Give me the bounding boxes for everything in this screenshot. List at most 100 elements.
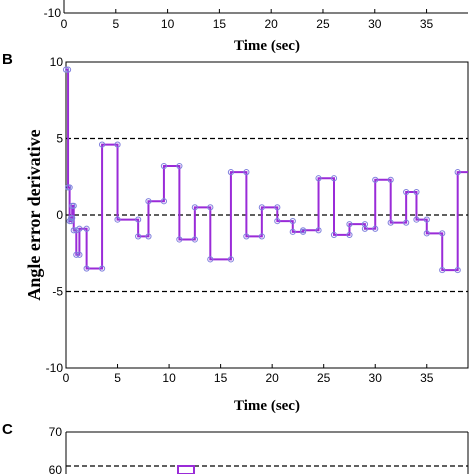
panel-b-data-point [207, 256, 214, 263]
panel-b-data-point [66, 184, 73, 191]
panel-b-data-point [176, 162, 183, 170]
panel-b-data-point [62, 66, 70, 73]
panel-b-series-markers [62, 66, 461, 274]
panel-b-letter: B [2, 51, 13, 68]
panel-a-x-tick-label: 5 [112, 17, 119, 31]
panel-b-data-point [387, 219, 394, 226]
panel-c: 70 60 [49, 425, 469, 474]
panel-b-data-point [135, 216, 142, 223]
panel-a: -10 0 5 10 15 20 25 30 35 Time (sec) [44, 0, 468, 54]
panel-b-data-point [176, 236, 183, 243]
panel-b-x-tick-label: 30 [369, 371, 383, 385]
panel-b-data-point [73, 227, 80, 234]
panel-b-data-point [403, 188, 410, 196]
panel-b-data-point [454, 169, 461, 176]
panel-b-x-ticks: 0 5 10 15 20 25 30 35 [63, 364, 434, 385]
panel-b-data-point [98, 141, 106, 148]
panel-b-y-tick-label: 0 [56, 208, 63, 222]
panel-b-data-point [423, 230, 430, 237]
panel-b-data-point [64, 66, 72, 73]
panel-b-y-tick-label: 5 [56, 132, 63, 146]
panel-b-data-point [227, 169, 235, 176]
panel-b-data-point [243, 169, 250, 176]
panel-b-data-point [454, 266, 461, 274]
panel-b-data-point [423, 216, 430, 223]
panel-b-data-point [191, 204, 198, 211]
panel-b-x-tick-label: 15 [214, 371, 228, 385]
panel-b-x-tick-label: 20 [265, 371, 279, 385]
panel-b-data-point [403, 219, 410, 226]
panel-b-data-point [413, 188, 420, 196]
panel-b-data-point [258, 233, 265, 240]
panel-b-data-point [70, 227, 77, 234]
panel-b-data-point [258, 204, 265, 211]
panel-b-data-point [207, 204, 214, 211]
panel-b-data-point [439, 266, 446, 274]
panel-b-x-tick-label: 25 [317, 371, 331, 385]
panel-b-x-tick-label: 35 [420, 371, 434, 385]
panel-b-data-point [361, 225, 369, 232]
panel-b-data-point [315, 175, 322, 182]
panel-b-y-tick-label: -10 [46, 361, 64, 375]
panel-b-data-point [439, 230, 446, 237]
panel-c-letter: C [2, 421, 13, 438]
panel-b-data-point [315, 227, 322, 234]
panel-b-data-point [274, 204, 281, 211]
panel-b-data-point [69, 214, 76, 222]
panel-b-data-point [361, 221, 369, 228]
panel-c-y-tick-label: 70 [49, 425, 63, 439]
panel-b-data-point [289, 228, 296, 235]
panel-b-reference-lines [66, 137, 468, 293]
panel-c-y-tick-label: 60 [49, 463, 63, 474]
panel-b-x-tick-label: 10 [162, 371, 176, 385]
panel-b-x-axis-label: Time (sec) [234, 398, 300, 414]
panel-b-data-point [114, 141, 121, 148]
panel-a-x-tick-label: 0 [61, 17, 68, 31]
panel-a-x-tick-label: 35 [420, 17, 434, 31]
panel-b-x-tick-label: 5 [114, 371, 121, 385]
panel-b-data-point [98, 265, 106, 272]
panel-b-data-point [145, 198, 152, 205]
panel-a-x-ticks: 0 5 10 15 20 25 30 35 [61, 9, 434, 31]
panel-b-data-point [114, 216, 121, 223]
panel-b-data-point [372, 225, 379, 232]
panel-b-data-point [299, 227, 307, 234]
panel-b: 10 5 0 -5 -10 0 5 10 15 20 25 30 35 Angle error der… [24, 55, 469, 414]
panel-b-y-ticks: 10 5 0 -5 -10 [46, 55, 70, 375]
panel-a-x-tick-label: 20 [264, 17, 278, 31]
panel-b-y-axis-label: Angle error derivative [24, 129, 44, 300]
panel-b-data-point [372, 176, 379, 183]
panel-b-data-point [227, 256, 235, 263]
panel-a-x-axis-label: Time (sec) [234, 38, 300, 54]
panel-b-data-point [346, 221, 353, 228]
panel-b-data-point [243, 233, 250, 240]
panel-b-data-point [289, 218, 296, 225]
panel-b-data-point [191, 236, 198, 243]
panel-b-data-point [387, 176, 394, 183]
panel-b-y-tick-label: -5 [52, 285, 63, 299]
panel-b-data-point [413, 216, 420, 223]
panel-a-x-tick-label: 30 [368, 17, 382, 31]
panel-b-data-point [160, 198, 168, 205]
panel-b-data-point [76, 251, 83, 258]
panel-b-data-point [274, 218, 281, 225]
panel-a-x-tick-label: 10 [161, 17, 175, 31]
panel-b-series-line [66, 68, 468, 272]
panel-a-x-tick-label: 15 [213, 17, 227, 31]
panel-b-data-point [330, 175, 338, 182]
panel-b-data-point [76, 225, 83, 232]
panel-b-data-point [330, 231, 338, 238]
panel-b-data-point [145, 233, 152, 240]
panel-b-data-point [346, 231, 353, 238]
panel-b-data-point [68, 218, 75, 225]
panel-b-data-point [83, 225, 90, 232]
panel-a-y-tick-label: -10 [44, 6, 62, 20]
panel-c-series-fragment [177, 465, 195, 474]
panel-a-x-tick-label: 25 [316, 17, 330, 31]
panel-b-y-tick-label: 10 [50, 55, 64, 69]
panel-b-data-point [135, 233, 142, 240]
panel-b-data-point [73, 251, 80, 258]
panel-b-x-tick-label: 0 [63, 371, 70, 385]
panel-b-data-point [83, 265, 90, 272]
